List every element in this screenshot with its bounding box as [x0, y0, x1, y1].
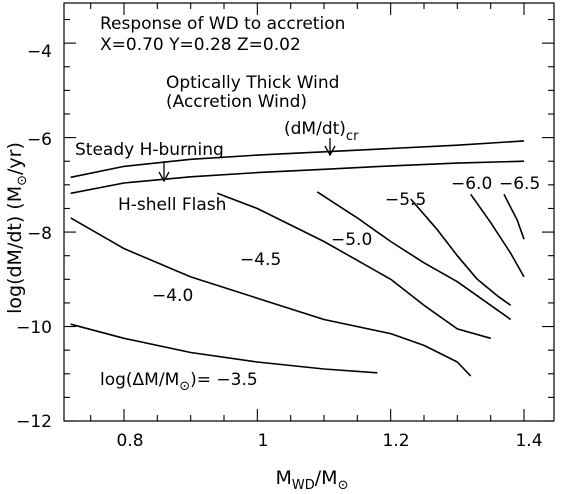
chart-subtitle: X=0.70 Y=0.28 Z=0.02 [100, 35, 301, 55]
contour-line [410, 198, 512, 306]
contour-line [70, 217, 472, 377]
y-tick-label: −4 [27, 42, 52, 62]
x-tick-label: 0.8 [116, 431, 143, 451]
x-tick-label: 1.4 [515, 431, 542, 451]
chart-title: Response of WD to accretion [100, 14, 345, 34]
y-tick-label: −6 [27, 130, 52, 150]
wind-label-2: (Accretion Wind) [166, 92, 307, 112]
y-tick-label: −8 [27, 224, 52, 244]
critical-rate-label: (dM/dt)cr [284, 119, 359, 144]
contour-label-3.5: log(ΔM/M⊙)= −3.5 [100, 370, 258, 394]
critical-rate-arrow [324, 138, 336, 157]
contour-line [316, 191, 512, 321]
axis-ticks [64, 3, 554, 422]
contour-line [217, 192, 491, 340]
contour-line [70, 323, 378, 374]
contour-line [503, 193, 525, 240]
wind-label: Optically Thick Wind [166, 73, 339, 93]
y-tick-label: −10 [16, 318, 52, 338]
contour-line [470, 193, 525, 278]
contour-label-5.0: −5.0 [331, 230, 372, 250]
contour-label-4.0: −4.0 [152, 286, 193, 306]
contour-label-5.5: −5.5 [385, 190, 426, 210]
flash-boundary-line [70, 160, 525, 195]
y-tick-label: −12 [16, 412, 52, 432]
contour-label-6.5: −6.5 [499, 174, 540, 194]
x-axis-label: MWD/M⊙ [276, 467, 349, 493]
x-tick-label: 1 [258, 431, 269, 451]
data-lines [70, 140, 525, 377]
contour-label-6.0: −6.0 [451, 174, 492, 194]
x-tick-label: 1.2 [382, 431, 409, 451]
contour-label-4.5: −4.5 [240, 250, 281, 270]
shell-flash-label: H-shell Flash [118, 195, 226, 215]
steady-burning-arrow [158, 161, 170, 183]
y-axis-label: log(dM/dt) (M⊙/yr) [4, 142, 30, 314]
steady-burning-label: Steady H-burning [75, 140, 224, 160]
plot-frame [63, 2, 555, 422]
wind-boundary-line [70, 140, 525, 179]
